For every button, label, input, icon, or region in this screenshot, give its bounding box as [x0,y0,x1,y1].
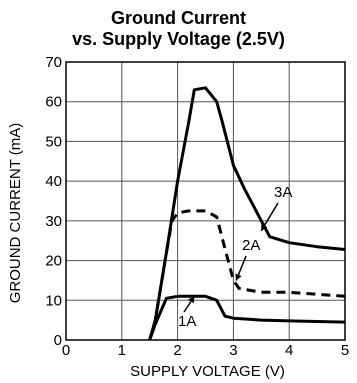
y-tick-label: 0 [54,332,62,349]
y-tick-label: 20 [45,253,62,270]
plot-border [65,61,346,341]
chart-subtitle: vs. Supply Voltage (2.5V) [72,29,285,49]
grid-lines [65,61,346,341]
x-tick-label: 0 [62,342,70,359]
x-axis-label: SUPPLY VOLTAGE (V) [130,363,285,380]
y-tick-label: 10 [45,292,62,309]
annotation-arrowhead [261,223,268,231]
x-tick-label: 5 [341,342,349,359]
y-axis-label: GROUND CURRENT (mA) [7,123,24,304]
series-2a-line [148,209,346,341]
annotation-arrowhead [188,296,195,304]
series-lines [148,86,346,341]
y-tick-label: 50 [45,133,62,150]
y-tick-label: 70 [45,54,62,71]
annotation-label-3a: 3A [274,184,292,201]
annotation-arrowhead [235,273,242,281]
chart-title: Ground Current [111,8,246,28]
annotations: 3A 2A 1A [178,184,292,330]
series-1a-line [148,294,346,341]
x-tick-label: 2 [173,342,181,359]
y-tick-label: 30 [45,213,62,230]
y-tick-label: 60 [45,94,62,111]
x-tick-label: 3 [229,342,237,359]
annotation-label-1a: 1A [178,313,196,330]
annotation-label-2a: 2A [242,237,260,254]
y-tick-label: 40 [45,173,62,190]
series-3a-line [148,86,346,341]
x-tick-label: 1 [118,342,126,359]
plot-frame [65,61,346,341]
x-tick-label: 4 [285,342,293,359]
